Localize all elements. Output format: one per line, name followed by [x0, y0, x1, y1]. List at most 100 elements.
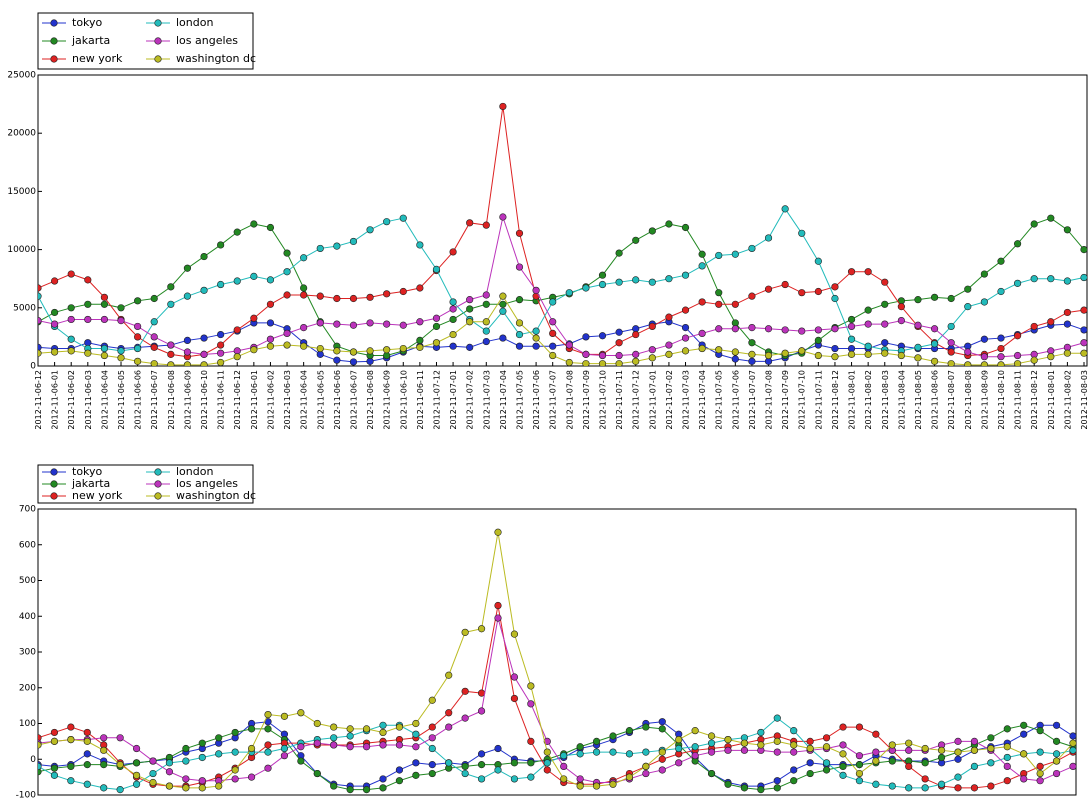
point [399, 321, 407, 329]
x-tick-label: 2012-11-06-04 [100, 370, 109, 430]
point [1003, 743, 1011, 751]
point [1030, 322, 1038, 331]
legend-marker [50, 480, 58, 488]
point [428, 734, 436, 742]
x-tick-label: 2012-11-07-02 [466, 370, 475, 430]
point [1069, 732, 1076, 740]
point [233, 353, 241, 361]
point [217, 341, 225, 349]
point [283, 291, 291, 299]
point [648, 354, 656, 362]
point [1036, 762, 1044, 771]
point [494, 744, 502, 753]
x-tick-label: 2012-11-08-01 [1047, 370, 1056, 430]
point [798, 289, 806, 297]
point [781, 205, 789, 213]
legend-marker [50, 492, 58, 500]
point [1003, 753, 1011, 762]
point [598, 332, 607, 340]
point [466, 343, 474, 351]
point [494, 601, 502, 610]
point [897, 351, 905, 360]
x-tick-label: 2012-11-08-02 [864, 370, 873, 430]
point [167, 341, 175, 349]
point [183, 264, 192, 272]
point [691, 743, 699, 751]
point [864, 268, 872, 276]
x-tick-label: 2012-11-08-10 [997, 370, 1006, 430]
point [313, 739, 321, 747]
point [67, 304, 75, 312]
y-tick-label: 500 [19, 576, 36, 586]
point [987, 782, 995, 790]
point [117, 354, 125, 362]
point [1052, 757, 1061, 765]
point [300, 291, 308, 299]
point [598, 280, 607, 289]
point [658, 755, 666, 763]
point [615, 249, 623, 257]
point [379, 721, 387, 729]
point [167, 350, 175, 358]
legend-marker [50, 55, 58, 63]
point [395, 723, 404, 731]
point [515, 296, 524, 304]
point [499, 307, 507, 315]
point [822, 734, 831, 742]
point [346, 725, 354, 733]
legend-marker [154, 37, 162, 45]
point [428, 769, 436, 778]
point [881, 320, 889, 328]
y-tick-label: -100 [16, 791, 37, 799]
point [549, 318, 557, 326]
point [283, 329, 291, 338]
point [970, 737, 979, 745]
point [532, 334, 540, 342]
y-tick-label: 15000 [7, 187, 36, 197]
point [724, 780, 732, 788]
point [494, 614, 502, 622]
point [316, 344, 324, 353]
point [872, 757, 880, 765]
point [954, 773, 962, 781]
point [217, 241, 225, 249]
point [266, 223, 275, 232]
point [200, 252, 208, 261]
point [395, 766, 404, 774]
point [748, 244, 756, 253]
point [790, 777, 798, 785]
point [764, 325, 773, 333]
point [543, 748, 551, 756]
point [781, 349, 789, 357]
point [582, 333, 590, 341]
point [532, 327, 540, 335]
point [515, 330, 524, 339]
point [1063, 226, 1071, 234]
point [665, 313, 673, 321]
point [100, 293, 109, 301]
point [731, 355, 739, 363]
point [615, 360, 623, 366]
point [167, 300, 175, 308]
series-line [38, 215, 1085, 358]
point [831, 353, 839, 361]
point [831, 283, 839, 291]
point [346, 786, 354, 794]
y-tick-label: 25000 [7, 71, 36, 81]
point [165, 759, 174, 767]
point [165, 768, 174, 776]
point [482, 300, 490, 308]
x-tick-label: 2012-11-07-12 [632, 370, 641, 430]
point [167, 361, 175, 366]
point [333, 320, 341, 328]
point [379, 741, 387, 749]
point [1003, 777, 1011, 785]
point [914, 343, 922, 351]
series-line [38, 207, 1085, 352]
point [781, 326, 789, 334]
point [231, 766, 239, 774]
series-line [38, 605, 1074, 789]
point [527, 773, 535, 781]
x-tick-label: 2012-11-07-06 [532, 370, 541, 430]
point [499, 292, 507, 300]
